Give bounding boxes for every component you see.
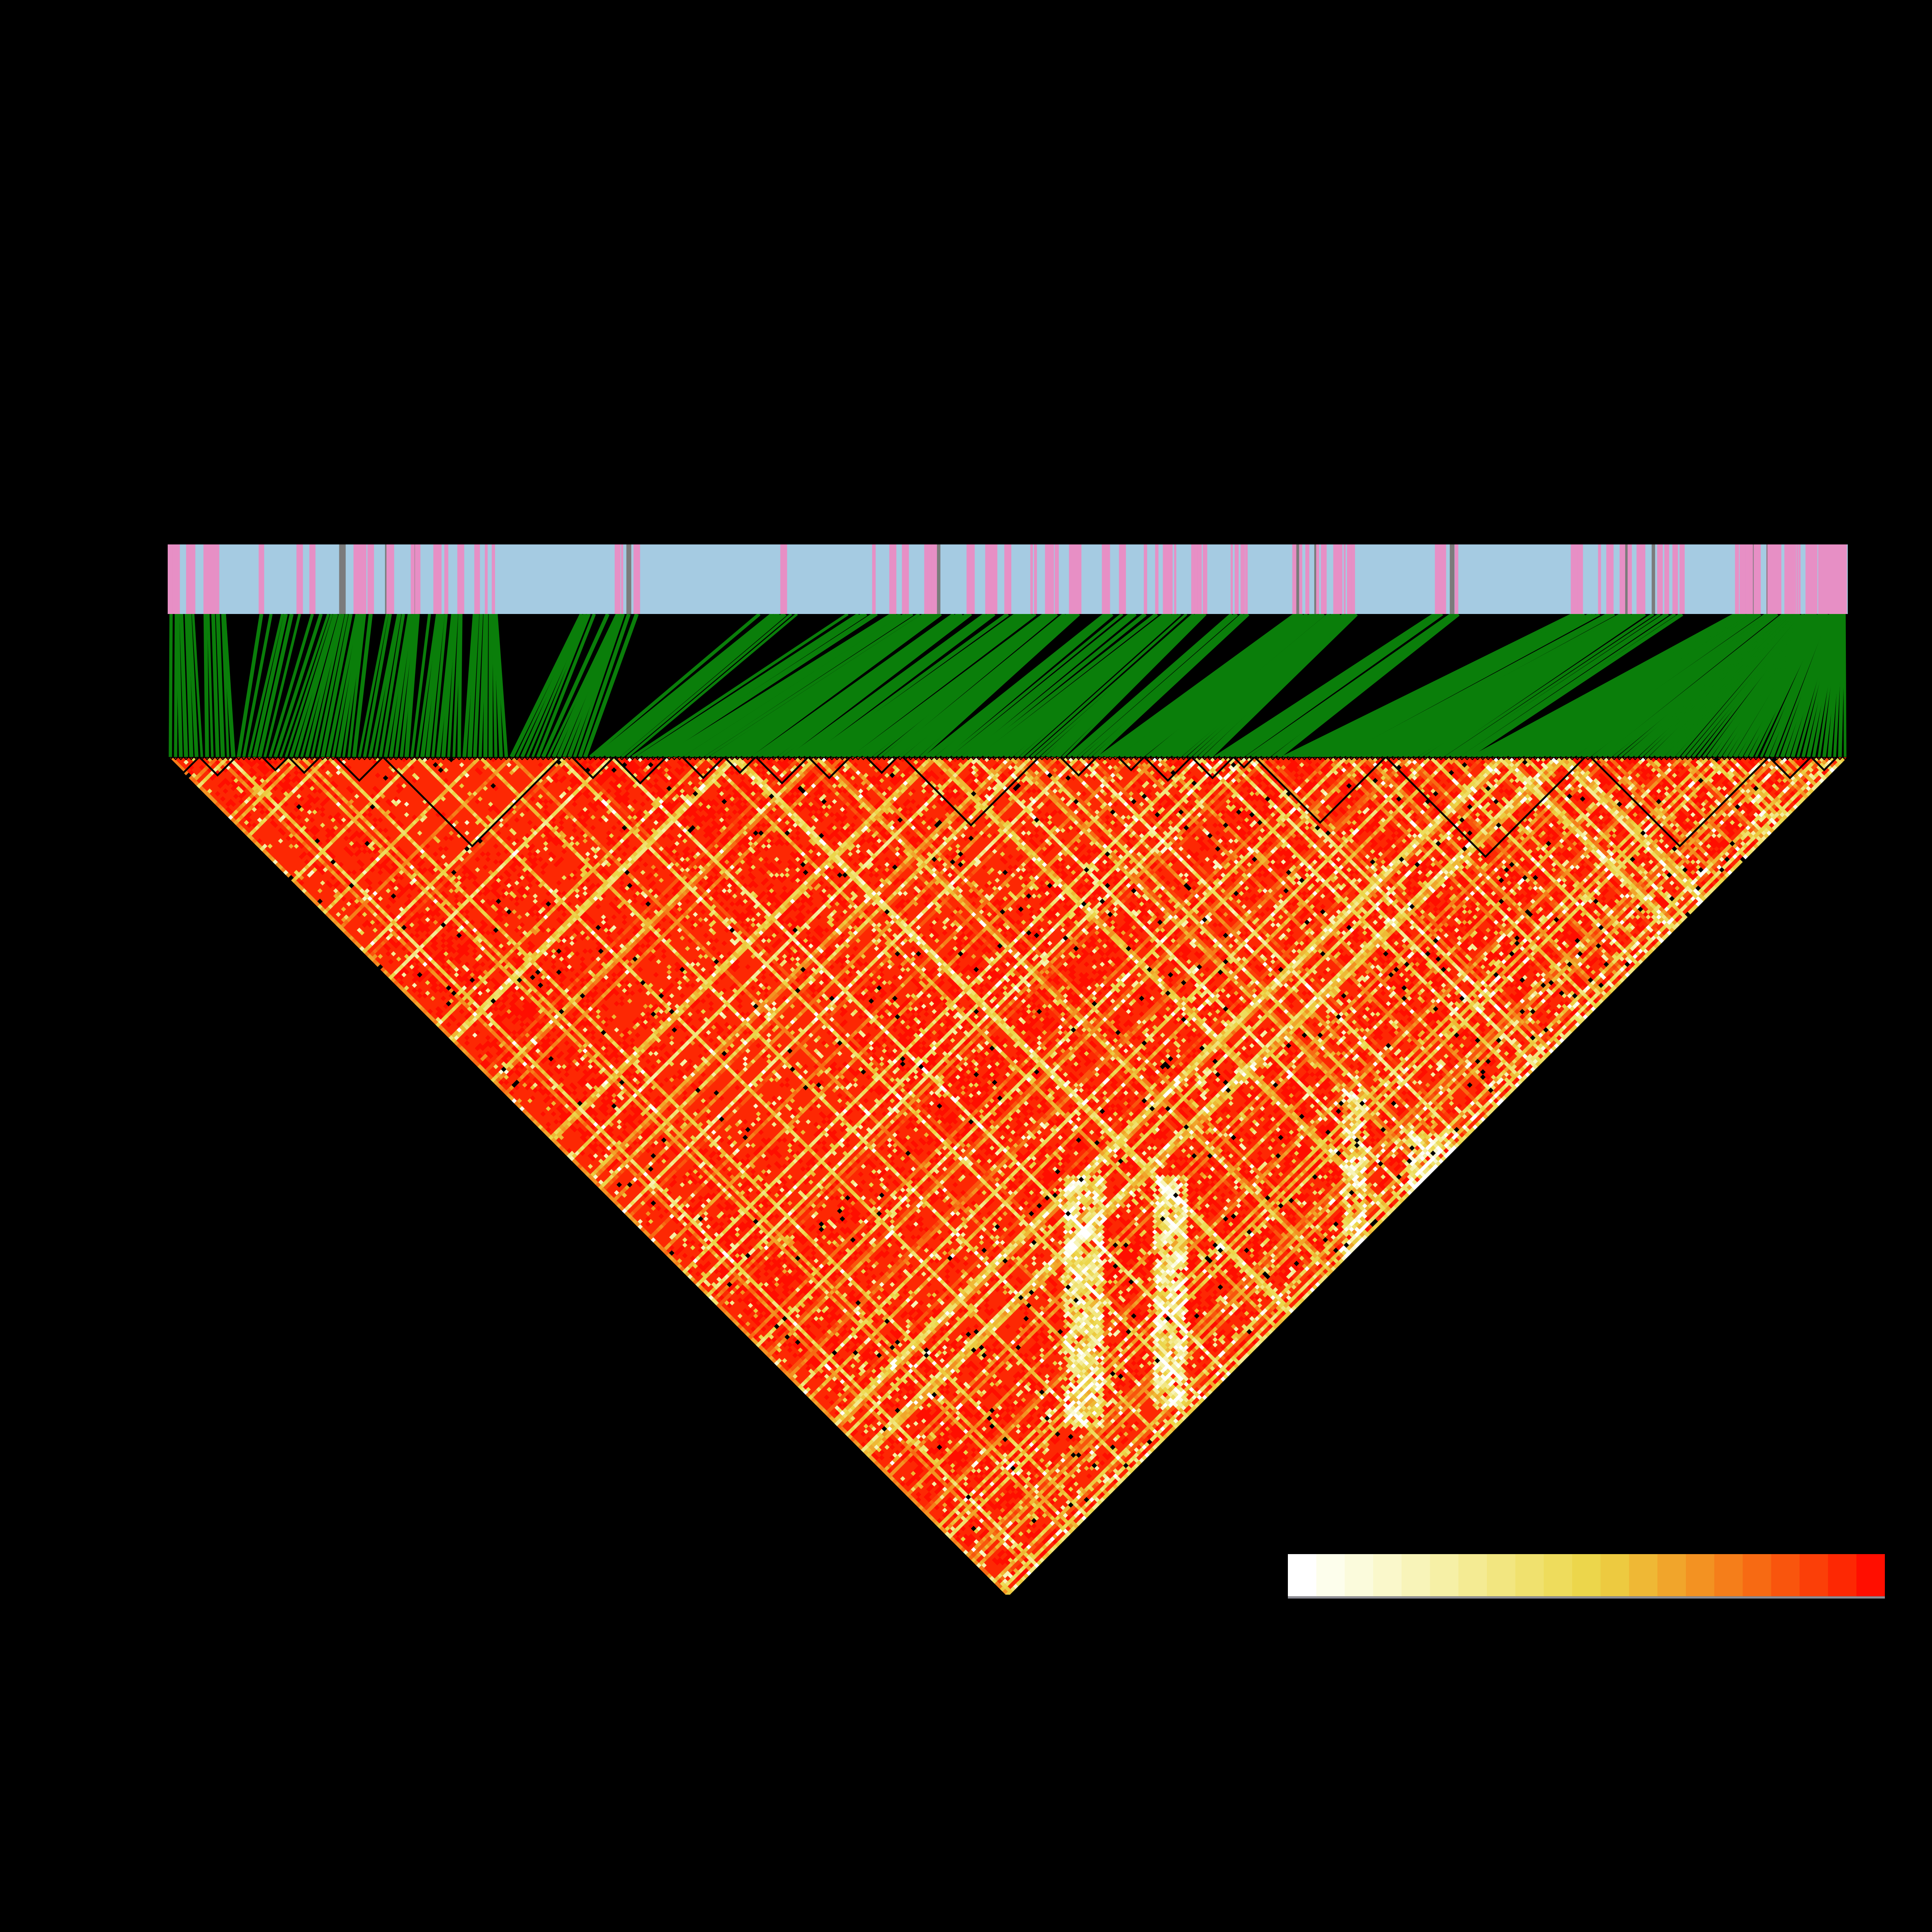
snp-annotation-track — [168, 544, 1848, 614]
snp-position-connector-band — [168, 614, 1848, 757]
ld-triangle-heatmap — [168, 757, 1848, 1595]
ld-heatmap-figure — [0, 252, 1932, 1680]
color-key-legend — [1288, 1554, 1885, 1599]
